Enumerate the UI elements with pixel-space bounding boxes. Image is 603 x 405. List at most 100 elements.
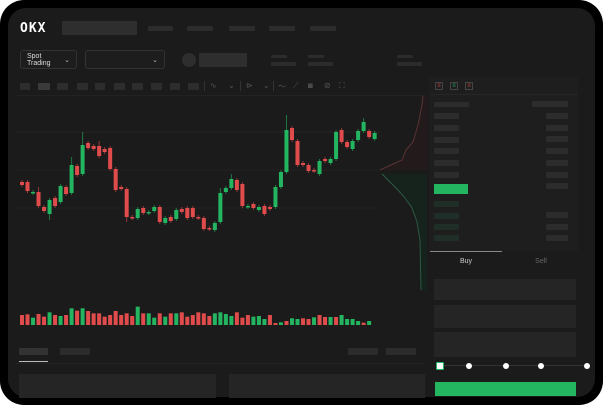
order-amount[interactable] xyxy=(546,235,568,241)
interval-icon[interactable]: ∿ xyxy=(210,81,217,90)
nav-item[interactable] xyxy=(229,26,255,31)
price-input[interactable] xyxy=(434,279,576,300)
order-amount[interactable] xyxy=(546,224,568,230)
candle xyxy=(262,206,267,214)
candle xyxy=(130,217,135,219)
timeframe-button[interactable] xyxy=(188,83,199,90)
slider-mark-75[interactable] xyxy=(538,363,544,369)
volume-bar xyxy=(168,313,173,325)
order-amount[interactable] xyxy=(546,136,568,142)
chart-type-icon[interactable]: ⊳ xyxy=(246,81,253,90)
ask-price[interactable] xyxy=(434,160,459,166)
tab-buy[interactable]: Buy xyxy=(459,258,473,265)
timeframe-button[interactable] xyxy=(170,83,180,90)
chevron-down-icon[interactable]: ⌄ xyxy=(263,81,270,90)
active-tab-underline xyxy=(430,251,502,252)
candle xyxy=(102,149,107,152)
amount-slider-handle[interactable] xyxy=(436,362,444,370)
camera-icon[interactable]: ◙ xyxy=(308,81,313,90)
nav-item[interactable] xyxy=(148,26,173,31)
buy-button[interactable] xyxy=(435,382,576,396)
stat-label xyxy=(308,55,324,58)
volume-bar xyxy=(334,317,339,325)
order-amount[interactable] xyxy=(546,172,568,178)
timeframe-button[interactable] xyxy=(95,83,105,90)
indicator-icon[interactable]: 〜 xyxy=(278,82,286,91)
timeframe-button[interactable] xyxy=(132,83,143,90)
timeframe-button[interactable] xyxy=(77,83,88,90)
ask-price[interactable] xyxy=(434,125,459,131)
nav-item[interactable] xyxy=(187,26,213,31)
timeframe-button-active[interactable] xyxy=(38,83,50,90)
nav-item[interactable] xyxy=(310,26,336,31)
volume-bar xyxy=(278,322,283,325)
volume-bar xyxy=(174,313,179,325)
market-type-dropdown[interactable]: Spot Trading ⌄ xyxy=(20,50,77,69)
orderbook-header-price xyxy=(434,102,469,107)
total-input[interactable] xyxy=(434,332,576,357)
orderbook-asks-icon[interactable]: ≡ xyxy=(465,82,473,90)
slider-mark-100[interactable] xyxy=(584,363,590,369)
candle xyxy=(256,207,261,210)
divider xyxy=(429,94,578,95)
order-amount[interactable] xyxy=(546,125,568,131)
candle xyxy=(152,207,157,211)
order-amount[interactable] xyxy=(546,160,568,166)
volume-bar xyxy=(301,318,306,325)
pair-dropdown[interactable]: ⌄ xyxy=(85,50,165,69)
depth-asks-line xyxy=(379,95,424,171)
order-amount[interactable] xyxy=(546,212,568,218)
bid-price[interactable] xyxy=(434,235,459,241)
orderbook-both-icon[interactable]: ≡ xyxy=(435,82,443,90)
bid-price[interactable] xyxy=(434,201,459,207)
volume-bar xyxy=(345,319,350,325)
candle xyxy=(196,217,201,219)
slider-mark-50[interactable] xyxy=(503,363,509,369)
volume-bar xyxy=(179,312,184,325)
okx-logo[interactable]: OKX xyxy=(20,21,47,36)
volume-bar xyxy=(69,308,74,325)
filter-button[interactable] xyxy=(348,348,378,355)
timeframe-button[interactable] xyxy=(151,83,162,90)
chevron-down-icon[interactable]: ⌄ xyxy=(228,81,235,90)
volume-bar xyxy=(295,319,300,325)
candle xyxy=(361,122,366,131)
ask-price[interactable] xyxy=(434,148,459,154)
volume-bar xyxy=(31,317,36,325)
nav-item[interactable] xyxy=(269,26,295,31)
candle xyxy=(47,200,52,214)
orderbook-bids-icon[interactable]: ≡ xyxy=(450,82,458,90)
tab-sell[interactable]: Sell xyxy=(535,258,547,265)
amount-input[interactable] xyxy=(434,305,576,328)
ask-price[interactable] xyxy=(434,137,459,143)
ruler-icon[interactable]: ⟋ xyxy=(293,81,299,90)
bid-price[interactable] xyxy=(434,224,459,230)
timeframe-button[interactable] xyxy=(20,83,30,90)
ask-price[interactable] xyxy=(434,172,459,178)
settings-icon[interactable]: ⊘ xyxy=(324,81,331,90)
volume-bar xyxy=(350,319,355,325)
order-amount[interactable] xyxy=(546,148,568,154)
coin-icon xyxy=(182,53,196,67)
search-bar[interactable] xyxy=(62,21,137,35)
candle xyxy=(58,186,63,202)
filter-button[interactable] xyxy=(386,348,416,355)
fullscreen-icon[interactable]: ⛶ xyxy=(339,81,345,90)
tab-open-orders[interactable] xyxy=(19,348,48,355)
timeframe-button[interactable] xyxy=(57,83,68,90)
order-amount[interactable] xyxy=(546,113,568,119)
order-amount[interactable] xyxy=(546,183,568,189)
bid-price[interactable] xyxy=(434,213,459,219)
candle xyxy=(157,207,162,222)
candle xyxy=(42,207,47,211)
tab-order-history[interactable] xyxy=(60,348,90,355)
volume-bar xyxy=(190,315,195,325)
timeframe-button[interactable] xyxy=(114,83,125,90)
amount-slider-track[interactable] xyxy=(439,365,587,366)
volume-bar xyxy=(356,321,361,325)
slider-mark-25[interactable] xyxy=(466,363,472,369)
candle xyxy=(251,204,256,208)
volume-bar xyxy=(113,311,118,325)
ask-price[interactable] xyxy=(434,113,459,119)
